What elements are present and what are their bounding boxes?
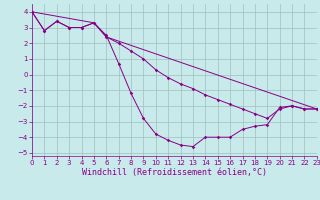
X-axis label: Windchill (Refroidissement éolien,°C): Windchill (Refroidissement éolien,°C)	[82, 168, 267, 177]
